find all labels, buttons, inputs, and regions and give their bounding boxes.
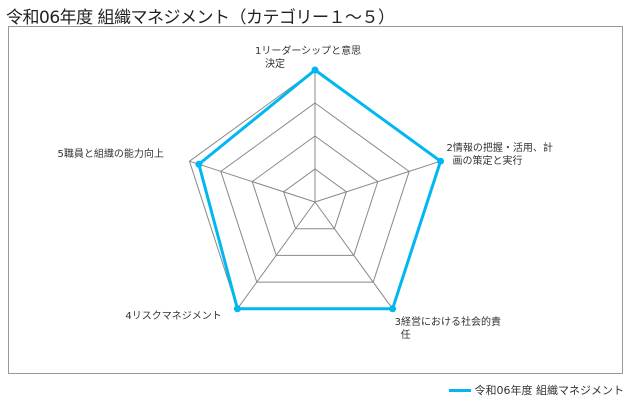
grid-ring (251, 135, 379, 256)
axis-label: 3経営における社会的責任 (395, 315, 501, 341)
axis-label: 5職員と組織の能力向上 (57, 147, 163, 160)
grid-spoke (237, 201, 316, 310)
legend-label: 令和06年度 組織マネジメント (474, 384, 625, 397)
data-point (311, 66, 319, 74)
grid-spoke (314, 201, 393, 310)
chart-title: 令和06年度 組織マネジメント（カテゴリー１～５） (6, 8, 395, 28)
legend: 令和06年度 組織マネジメント (448, 382, 625, 398)
data-point (233, 305, 241, 313)
data-point (437, 157, 445, 165)
grid-spoke (314, 160, 441, 203)
data-point (195, 160, 203, 168)
grid-ring (220, 102, 410, 283)
data-point (389, 305, 397, 313)
chart-frame (8, 26, 623, 374)
grid-ring (283, 168, 347, 230)
series-line (197, 68, 443, 311)
axis-label: 2情報の把握・活用、計画の策定と実行 (447, 141, 553, 167)
legend-swatch (448, 388, 471, 392)
axis-label: 1リーダーシップと意思決定 (255, 44, 361, 70)
axis-label: 4リスクマネジメント (125, 310, 221, 322)
grid-spoke (189, 160, 316, 203)
